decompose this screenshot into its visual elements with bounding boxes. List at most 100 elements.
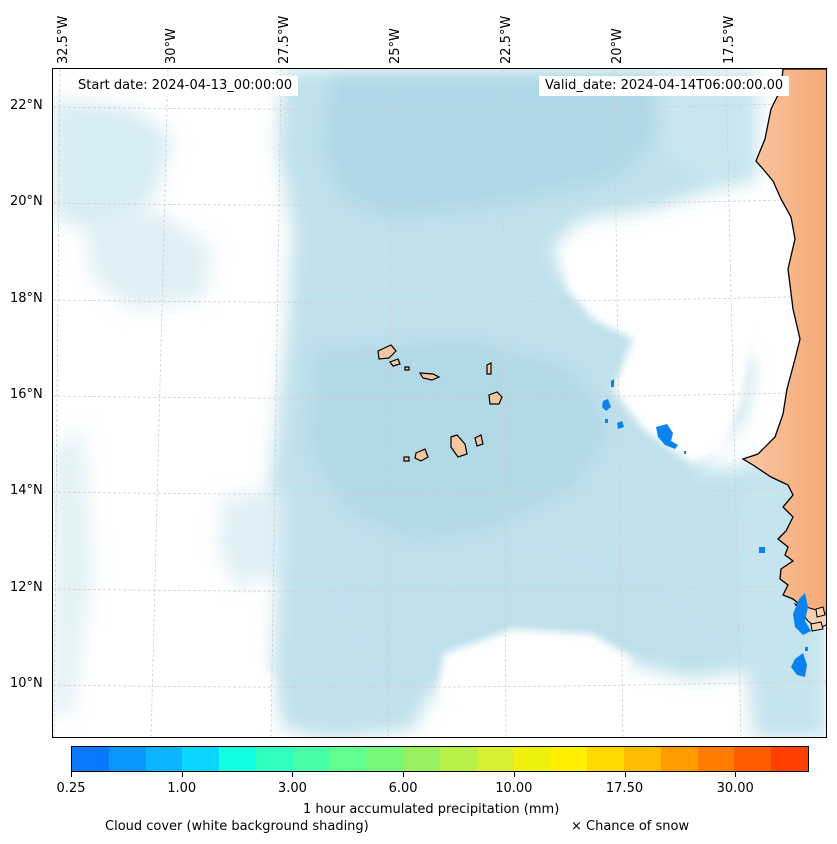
colorbar-tick-mark <box>513 772 515 777</box>
cloud-west-patch-3 <box>53 429 93 719</box>
cloud-northeast <box>653 69 758 179</box>
lon-label-22-5w: 22.5°W <box>499 15 514 64</box>
colorbar-tick-label: 3.00 <box>277 781 307 796</box>
cloud-west-patch-1 <box>53 99 173 229</box>
clear-patch-west <box>113 319 243 489</box>
cloud-core-north <box>323 69 663 219</box>
map-canvas <box>53 69 826 737</box>
colorbar-tick-label: 1.00 <box>167 781 197 796</box>
graticule-lat-12n <box>53 584 826 592</box>
island-santa-luzia <box>404 366 410 371</box>
island-maio <box>474 434 484 447</box>
colorbar-segment <box>255 747 293 771</box>
graticule-lat-16n <box>53 391 826 399</box>
graticule-lon-22-5w <box>502 69 507 737</box>
island-santo-antao <box>377 344 397 360</box>
colorbar-segment <box>476 747 514 771</box>
precip-cell-2 <box>602 399 611 411</box>
lat-label-20n: 20°N <box>10 194 43 209</box>
colorbar-tick-label: 17.50 <box>605 781 644 796</box>
colorbar-segment <box>513 747 551 771</box>
colorbar-segment <box>145 747 183 771</box>
colorbar-segment <box>403 747 440 771</box>
cloud-west-patch-4 <box>218 489 283 589</box>
clear-sky-layer <box>88 234 753 737</box>
colorbar-segment <box>697 747 735 771</box>
valid-date-label: Valid_date: 2024-04-14T06:00:00.00 <box>539 76 790 96</box>
colorbar-segment <box>771 747 808 771</box>
graticule-lat-22n <box>53 102 826 110</box>
precip-cell-5 <box>656 424 678 449</box>
lat-label-18n: 18°N <box>10 291 43 306</box>
graticule-lat-18n <box>53 295 826 303</box>
graticule-lon-30w <box>150 69 169 737</box>
colorbar-segment <box>292 747 330 771</box>
island-sao-vicente <box>389 358 401 367</box>
lon-label-17-5w: 17.5°W <box>722 15 737 64</box>
lon-label-30w: 30°W <box>164 28 179 64</box>
colorbar-segment <box>439 747 477 771</box>
cloud-cover-legend: Cloud cover (white background shading) <box>105 819 369 834</box>
precip-cell-3 <box>605 419 608 423</box>
precip-cell-8 <box>793 593 811 635</box>
graticule-lat-20n <box>53 198 826 206</box>
colorbar-tick-label: 30.00 <box>716 781 754 796</box>
colorbar-segment <box>587 747 624 771</box>
lat-label-12n: 12°N <box>10 580 43 595</box>
precip-cell-4 <box>617 421 624 429</box>
cape-verde-islands <box>377 344 503 462</box>
lon-label-32-5w: 32.5°W <box>56 15 71 64</box>
colorbar-segment <box>550 747 588 771</box>
island-santiago <box>450 434 468 458</box>
bissagos-island-2 <box>810 621 824 632</box>
lat-label-16n: 16°N <box>10 387 43 402</box>
colorbar-tick-mark <box>735 772 737 777</box>
graticule <box>53 69 826 737</box>
island-brava <box>403 456 410 462</box>
colorbar-segment <box>734 747 772 771</box>
colorbar-tick-label: 0.25 <box>56 781 86 796</box>
lat-label-14n: 14°N <box>10 483 43 498</box>
colorbar-tick-label: 10.00 <box>495 781 533 796</box>
colorbar-segment <box>366 747 404 771</box>
clear-patch-southwest <box>88 629 273 737</box>
colorbar-segment <box>182 747 220 771</box>
colorbar-segment <box>108 747 146 771</box>
precipitation-colorbar <box>71 746 809 772</box>
graticule-lon-27-5w <box>270 69 282 737</box>
precip-cell-7 <box>759 547 765 553</box>
colorbar-tick-label: 6.00 <box>388 781 418 796</box>
precip-cell-1 <box>611 379 614 387</box>
lon-label-25w: 25°W <box>388 28 403 64</box>
graticule-lon-25w <box>387 69 393 737</box>
clear-patch-east <box>563 234 753 464</box>
lat-label-10n: 10°N <box>10 676 43 691</box>
precip-cell-10 <box>805 647 808 651</box>
colorbar-tick-mark <box>292 772 294 777</box>
island-fogo <box>414 448 429 462</box>
graticule-lon-32-5w <box>53 69 61 737</box>
island-sal <box>486 362 492 375</box>
colorbar-segment <box>72 747 109 771</box>
colorbar-segment <box>219 747 256 771</box>
precipitation-layer <box>602 379 811 677</box>
snow-legend: × Chance of snow <box>571 819 690 834</box>
colorbar-segment <box>623 747 661 771</box>
start-date-label: Start date: 2024-04-13_00:00:00 <box>72 76 299 96</box>
island-sao-nicolau <box>418 372 441 381</box>
lat-label-22n: 22°N <box>10 98 43 113</box>
clear-patch-south <box>438 629 633 724</box>
precip-cell-9 <box>791 653 807 677</box>
map-panel <box>52 68 827 738</box>
graticule-lat-14n <box>53 487 826 495</box>
colorbar-label: 1 hour accumulated precipitation (mm) <box>303 802 560 817</box>
graticule-lon-17-5w <box>725 69 742 737</box>
colorbar-segment <box>660 747 698 771</box>
bissagos-island-1 <box>815 606 826 618</box>
africa-land <box>741 69 826 625</box>
lon-label-20w: 20°W <box>610 28 625 64</box>
graticule-lat-10n <box>53 680 826 688</box>
island-boa-vista <box>488 391 503 405</box>
precip-cell-6 <box>684 451 686 454</box>
colorbar-tick-mark <box>71 772 72 777</box>
